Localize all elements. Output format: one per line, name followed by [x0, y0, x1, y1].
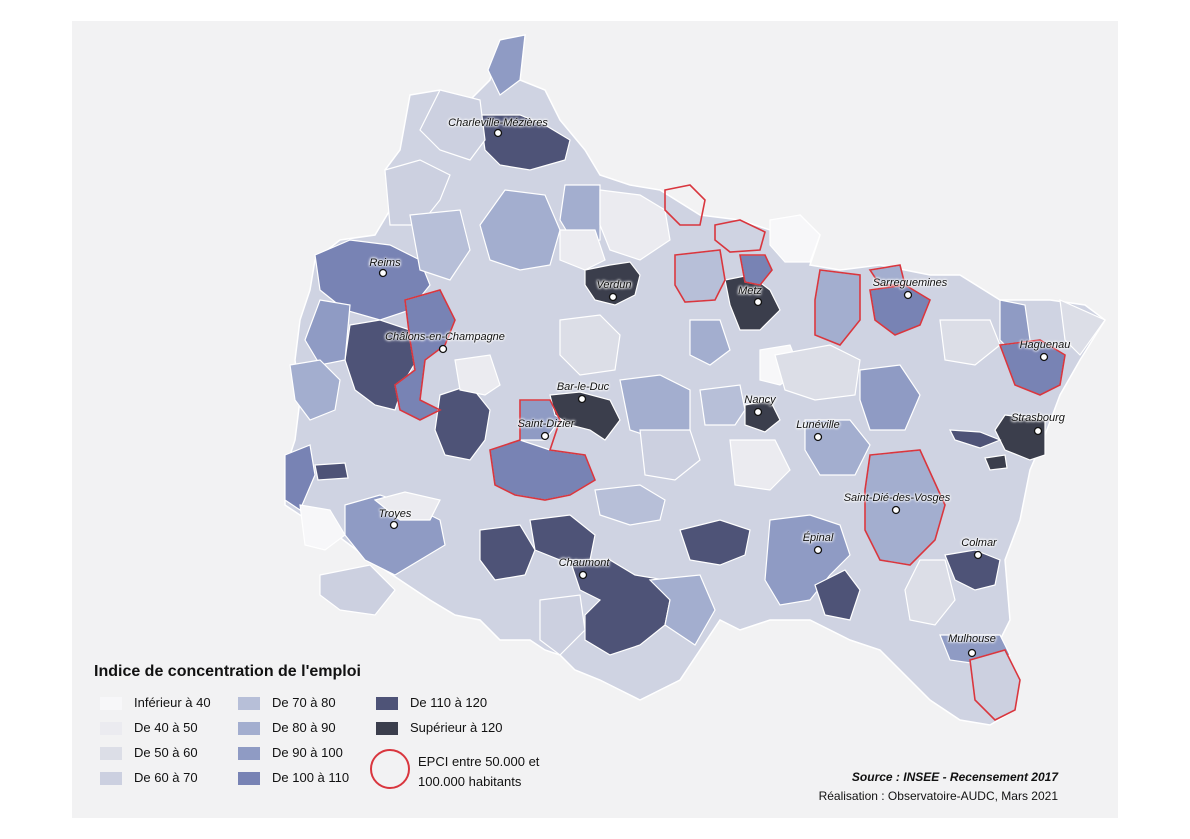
legend-label: De 90 à 100: [272, 745, 343, 760]
city-dot: [540, 431, 550, 441]
legend-swatch: [238, 772, 260, 785]
legend-label: De 40 à 50: [134, 720, 198, 735]
city-label: Charleville-Mézières: [448, 117, 548, 129]
city-label: Sarreguemines: [872, 277, 948, 289]
city-dot: [973, 550, 983, 560]
city-dot: [378, 268, 388, 278]
city-dot: [753, 407, 763, 417]
legend-label: De 70 à 80: [272, 695, 336, 710]
source-note: Source : INSEE - Recensement 2017: [851, 770, 1058, 784]
credit-note: Réalisation : Observatoire-AUDC, Mars 20…: [818, 789, 1058, 803]
city-label: Nancy: [744, 394, 776, 406]
city-dot: [1033, 426, 1043, 436]
city-label: Saint-Dié-des-Vosges: [843, 492, 951, 504]
legend-label: De 60 à 70: [134, 770, 198, 785]
city-dot: [578, 570, 588, 580]
city-label: Châlons-en-Champagne: [385, 331, 505, 343]
city-dot: [753, 297, 763, 307]
city-label: Mulhouse: [948, 633, 996, 645]
city-dot: [389, 520, 399, 530]
city-label: Bar-le-Duc: [556, 381, 610, 393]
legend-label: De 110 à 120: [410, 695, 488, 710]
legend-swatch: [376, 697, 398, 710]
legend-swatch: [238, 747, 260, 760]
city-dot: [577, 394, 587, 404]
city-dot: [493, 128, 503, 138]
legend-swatch: [376, 722, 398, 735]
city-dot: [967, 648, 977, 658]
city-label: Épinal: [802, 532, 834, 544]
legend-swatch: [238, 722, 260, 735]
city-label: Chaumont: [558, 557, 610, 569]
city-label: Troyes: [378, 508, 412, 520]
city-markers: [378, 128, 1049, 658]
legend-label: Supérieur à 120: [410, 720, 503, 735]
epci-legend-circle: [370, 749, 410, 789]
city-label: Reims: [369, 257, 401, 269]
city-label: Metz: [738, 285, 762, 297]
epci-patches: [284, 34, 1106, 721]
city-dot: [891, 505, 901, 515]
city-dot: [813, 432, 823, 442]
city-dot: [813, 545, 823, 555]
legend-label: De 100 à 110: [272, 770, 350, 785]
city-label: Haguenau: [1019, 339, 1071, 351]
legend-swatch: [238, 697, 260, 710]
legend-label: De 50 à 60: [134, 745, 198, 760]
legend-swatch: [100, 772, 122, 785]
city-label: Verdun: [596, 279, 632, 291]
city-dot: [903, 290, 913, 300]
city-label: Strasbourg: [1011, 412, 1065, 424]
epci-legend-label: EPCI entre 50.000 et 100.000 habitants: [418, 754, 540, 789]
legend-swatch: [100, 747, 122, 760]
city-dot: [1039, 352, 1049, 362]
city-dot: [438, 344, 448, 354]
epci-outlines: [394, 184, 1066, 721]
city-label: Colmar: [961, 537, 997, 549]
legend-swatch: [100, 697, 122, 710]
legend-label: Inférieur à 40: [134, 695, 211, 710]
city-label: Saint-Dizier: [517, 418, 575, 430]
city-label: Lunéville: [796, 419, 840, 431]
legend-label: De 80 à 90: [272, 720, 336, 735]
city-dot: [608, 292, 618, 302]
legend-swatch: [100, 722, 122, 735]
legend-title: Indice de concentration de l'emploi: [94, 663, 361, 680]
